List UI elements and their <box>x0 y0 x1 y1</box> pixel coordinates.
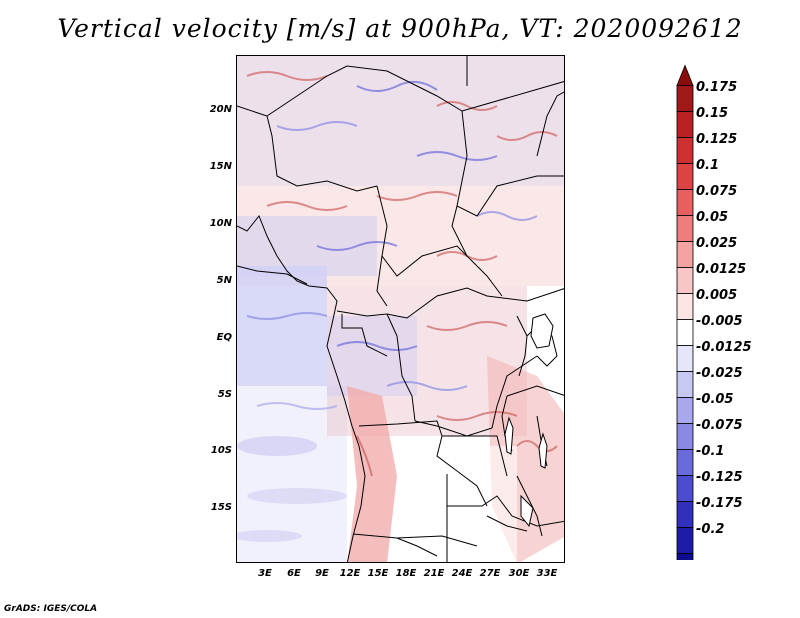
colorbar-segment <box>676 319 694 346</box>
lon-label: 15E <box>367 568 389 579</box>
lat-label: 15N <box>209 161 232 172</box>
colorbar-segment <box>676 189 694 216</box>
colorbar-segment <box>676 163 694 190</box>
colorbar-segment <box>676 215 694 242</box>
colorbar-segment <box>676 527 694 554</box>
colorbar-label: -0.175 <box>696 496 743 511</box>
lat-label: 15S <box>210 502 232 513</box>
colorbar-label: 0.125 <box>696 132 738 147</box>
lat-label: 10N <box>209 218 232 229</box>
map-borders <box>237 56 564 562</box>
colorbar-label: 0.15 <box>696 106 729 121</box>
colorbar-label: 0.0125 <box>696 262 747 277</box>
lon-label: 12E <box>339 568 361 579</box>
credit-text: GrADS: IGES/COLA <box>4 604 98 614</box>
lat-label: 20N <box>209 104 232 115</box>
colorbar-segment <box>676 345 694 372</box>
colorbar-label: -0.005 <box>696 314 743 329</box>
colorbar-segment <box>676 371 694 398</box>
colorbar-label: -0.025 <box>696 366 743 381</box>
map-field <box>237 56 564 562</box>
colorbar-segment <box>676 293 694 320</box>
colorbar-max-arrow <box>676 64 694 86</box>
colorbar-segment <box>676 449 694 476</box>
colorbar-segment <box>676 111 694 138</box>
colorbar-segment <box>676 137 694 164</box>
lon-label: 18E <box>395 568 417 579</box>
lon-label: 9E <box>315 568 329 579</box>
colorbar-segment <box>676 501 694 528</box>
colorbar-label: -0.125 <box>696 470 743 485</box>
map-panel <box>236 55 565 563</box>
colorbar-label: 0.075 <box>696 184 738 199</box>
lat-label: EQ <box>216 332 232 343</box>
colorbar-segment <box>676 397 694 424</box>
colorbar-segment <box>676 267 694 294</box>
map-lakes <box>504 313 554 528</box>
lon-label: 3E <box>258 568 272 579</box>
colorbar-label: -0.05 <box>696 392 734 407</box>
colorbar-segment <box>676 553 694 560</box>
colorbar-label: 0.025 <box>696 236 738 251</box>
colorbar-label: 0.1 <box>696 158 720 173</box>
field-texture <box>246 71 558 477</box>
chart-title: Vertical velocity [m/s] at 900hPa, VT: 2… <box>57 14 743 43</box>
field-gulf <box>237 266 327 386</box>
lon-label: 30E <box>508 568 530 579</box>
colorbar-segment <box>676 423 694 450</box>
colorbar-segment <box>676 85 694 112</box>
colorbar <box>676 64 694 560</box>
colorbar-label: 0.005 <box>696 288 738 303</box>
colorbar-segment <box>676 475 694 502</box>
colorbar-label: 0.175 <box>696 80 738 95</box>
colorbar-label: -0.1 <box>696 444 725 459</box>
lon-label: 24E <box>451 568 473 579</box>
colorbar-label: -0.2 <box>696 522 725 537</box>
colorbar-label: -0.075 <box>696 418 743 433</box>
lon-label: 21E <box>423 568 445 579</box>
lon-label: 33E <box>536 568 558 579</box>
colorbar-label: 0.05 <box>696 210 729 225</box>
lon-label: 6E <box>287 568 301 579</box>
colorbar-label: -0.0125 <box>696 340 752 355</box>
lon-label: 27E <box>479 568 501 579</box>
lat-label: 5N <box>216 275 232 286</box>
colorbar-segment <box>676 241 694 268</box>
lat-label: 10S <box>210 445 232 456</box>
lat-label: 5S <box>217 389 232 400</box>
